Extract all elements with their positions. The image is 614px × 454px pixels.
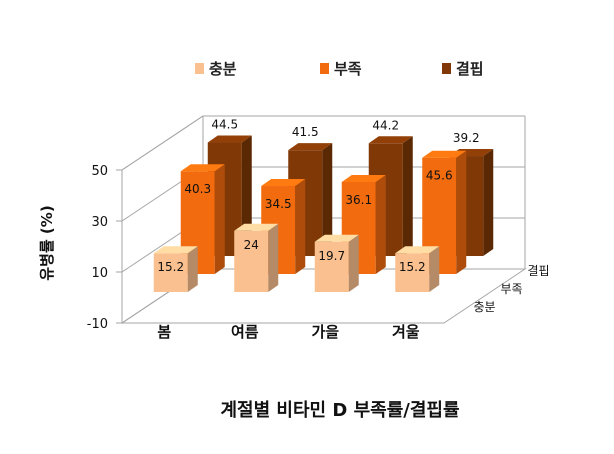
bar-top	[234, 223, 279, 231]
y-tick-label: 50	[91, 164, 108, 179]
legend: 충분 부족 결핍	[195, 60, 484, 78]
data-label: 15.2	[157, 260, 184, 274]
data-label: 44.5	[211, 118, 238, 132]
data-label: 40.3	[184, 182, 211, 196]
bar-top	[153, 246, 198, 254]
data-label: 41.5	[292, 125, 319, 139]
legend-item: 결핍	[442, 60, 484, 78]
bar-side	[348, 234, 359, 292]
legend-label: 부족	[334, 60, 362, 78]
bar-top	[395, 246, 440, 254]
y-axis-label: 유병률 (%)	[38, 205, 56, 280]
data-label: 39.2	[453, 131, 480, 145]
x-tick-label: 여름	[231, 323, 259, 341]
y-tick-label: 10	[91, 266, 108, 281]
bar-top	[422, 150, 467, 158]
bar-top	[180, 164, 225, 172]
legend-swatch	[320, 63, 329, 74]
bar	[153, 246, 198, 292]
legend-item: 부족	[320, 60, 362, 78]
x-tick-label: 겨울	[392, 323, 420, 341]
data-label: 44.2	[372, 118, 399, 132]
x-tick-label: 가을	[311, 323, 339, 341]
bar-front	[234, 230, 269, 292]
bar-front	[153, 253, 188, 292]
legend-swatch	[442, 63, 451, 74]
x-tick-label: 봄	[157, 323, 171, 341]
bar-side	[429, 246, 440, 292]
bar-top	[314, 234, 359, 242]
data-label: 24	[244, 238, 259, 252]
bar-top	[368, 136, 413, 144]
bars	[153, 135, 494, 292]
chart-title: 계절별 비타민 D 부족률/결핍률	[220, 400, 459, 421]
legend-item: 충분	[195, 60, 237, 78]
y-tick-label: 30	[91, 215, 108, 230]
bar-top	[207, 135, 252, 143]
labels: 50 30 10 -10 봄 여름 가을 겨울 충분 부족 결핍 44.5 41.5 44.2 39.2 40…	[87, 118, 550, 341]
data-label: 34.5	[265, 197, 292, 211]
bar	[395, 246, 440, 292]
legend-label: 결핍	[456, 60, 484, 78]
gridline	[121, 115, 525, 171]
data-label: 45.6	[426, 169, 453, 183]
bar-top	[341, 174, 386, 182]
data-label: 36.1	[345, 193, 372, 207]
data-label: 19.7	[318, 249, 345, 263]
data-label: 15.2	[399, 260, 426, 274]
depth-axis-label: 결핍	[528, 264, 550, 278]
depth-axis-label: 충분	[474, 300, 496, 314]
bar-top	[261, 179, 306, 187]
bar-top	[288, 143, 333, 151]
bar-side	[322, 143, 333, 256]
bar-side	[456, 150, 467, 274]
bar	[234, 223, 279, 292]
bar-front	[395, 253, 430, 292]
bar-front	[314, 241, 349, 292]
bar	[314, 234, 359, 292]
bar-side	[268, 223, 279, 292]
y-tick-label: -10	[87, 317, 108, 332]
bar-side	[483, 149, 494, 256]
bar-side	[375, 174, 386, 274]
bar-side	[214, 164, 225, 274]
bar-side	[187, 246, 198, 292]
legend-swatch	[195, 63, 204, 74]
bar-side	[402, 136, 413, 256]
bar-side	[295, 179, 306, 274]
depth-axis-label: 부족	[501, 282, 523, 296]
legend-label: 충분	[209, 60, 237, 78]
